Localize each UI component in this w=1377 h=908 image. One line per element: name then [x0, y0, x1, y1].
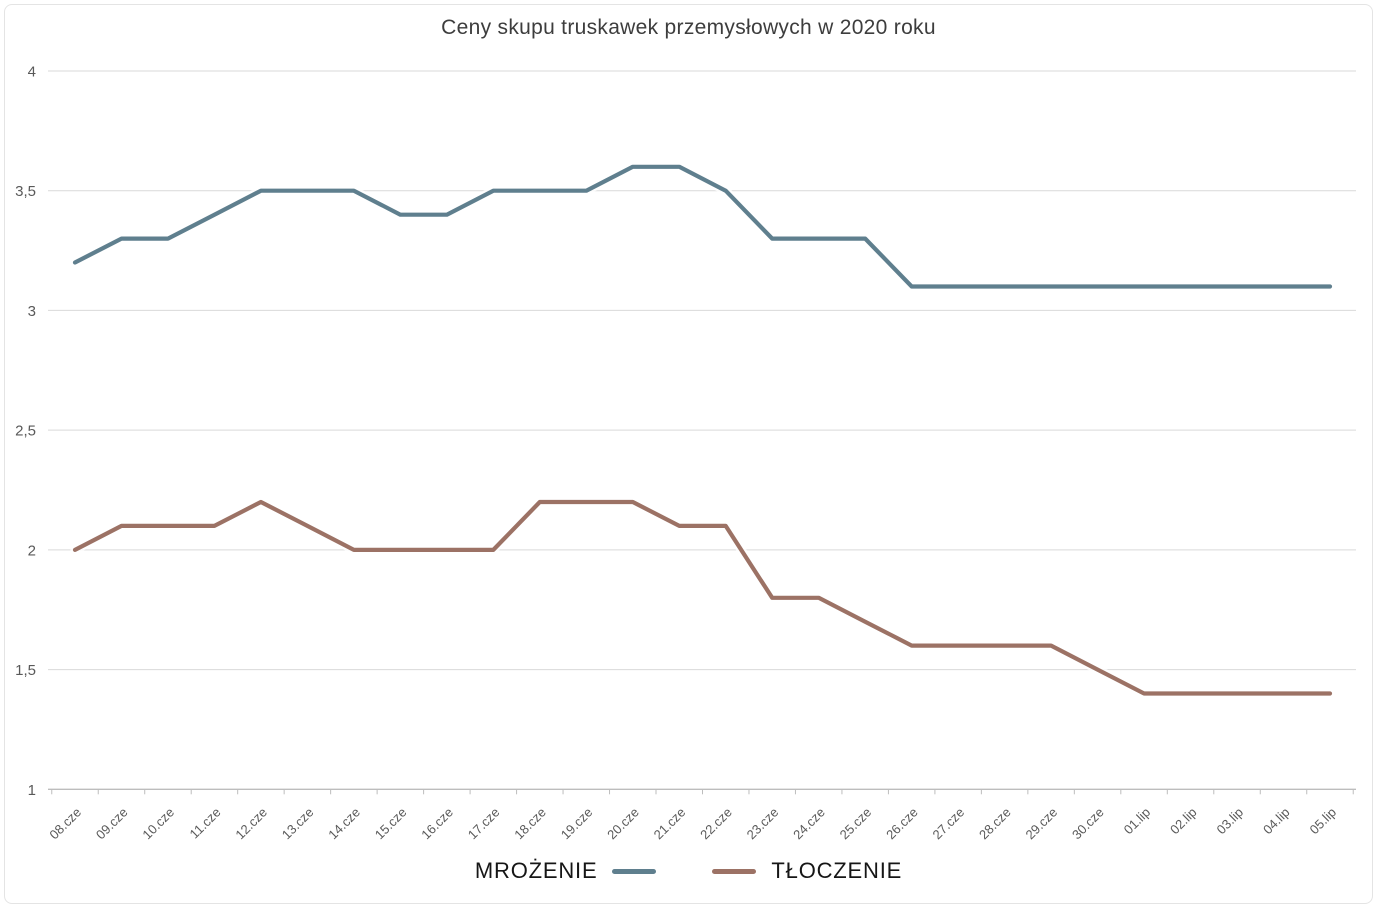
legend-item-mrozenie: MROŻENIE: [475, 858, 657, 884]
y-tick-label: 1,5: [15, 662, 36, 679]
y-tick-label: 3,5: [15, 183, 36, 200]
legend-label-tloczenie: TŁOCZENIE: [771, 858, 903, 883]
x-tick-label: 04.lip: [1260, 805, 1293, 838]
y-tick-label: 2,5: [15, 423, 36, 440]
x-tick-label: 20.cze: [604, 805, 642, 843]
x-tick-label: 26.cze: [883, 805, 921, 843]
chart-legend: MROŻENIE TŁOCZENIE: [0, 858, 1377, 884]
x-tick-label: 24.cze: [790, 805, 828, 843]
x-tick-label: 03.lip: [1214, 805, 1247, 838]
x-tick-label: 25.cze: [837, 805, 875, 843]
x-tick-label: 02.lip: [1167, 805, 1200, 838]
x-tick-label: 09.cze: [93, 805, 131, 843]
x-tick-label: 12.cze: [232, 805, 270, 843]
x-tick-label: 16.cze: [418, 805, 456, 843]
x-tick-label: 29.cze: [1023, 805, 1061, 843]
x-tick-label: 11.cze: [187, 805, 224, 842]
chart-title: Ceny skupu truskawek przemysłowych w 202…: [441, 16, 936, 39]
series-line-tloczenie: [72, 499, 1333, 696]
x-tick-label: 13.cze: [279, 805, 317, 843]
x-tick-label: 30.cze: [1069, 805, 1107, 843]
x-tick-label: 21.cze: [651, 805, 689, 843]
x-tick-label: 01.lip: [1121, 805, 1154, 838]
y-tick-label: 4: [28, 64, 36, 81]
legend-label-mrozenie: MROŻENIE: [474, 858, 598, 883]
series-line-mrozenie: [72, 164, 1333, 289]
legend-swatch-tloczenie: [712, 868, 757, 874]
x-tick-label: 27.cze: [930, 805, 968, 843]
y-tick-label: 2: [28, 542, 36, 559]
x-tick-label: 19.cze: [558, 805, 596, 843]
x-tick-label: 10.cze: [139, 805, 177, 843]
x-tick-label: 14.cze: [325, 805, 363, 843]
x-tick-label: 05.lip: [1307, 805, 1340, 838]
x-tick-label: 23.cze: [744, 805, 782, 843]
series-halo-tloczenie: [70, 497, 1335, 698]
y-tick-label: 1: [28, 782, 36, 799]
legend-swatch-mrozenie: [612, 868, 657, 874]
x-tick-label: 28.cze: [976, 805, 1014, 843]
x-tick-label: 18.cze: [511, 805, 549, 843]
x-tick-label: 15.cze: [372, 805, 410, 843]
x-tick-label: 22.cze: [697, 805, 735, 843]
series-halo-mrozenie: [70, 162, 1335, 291]
y-tick-label: 3: [28, 303, 36, 320]
x-tick-label: 17.cze: [465, 805, 503, 843]
x-tick-label: 08.cze: [46, 805, 84, 843]
legend-item-tloczenie: TŁOCZENIE: [712, 858, 902, 884]
